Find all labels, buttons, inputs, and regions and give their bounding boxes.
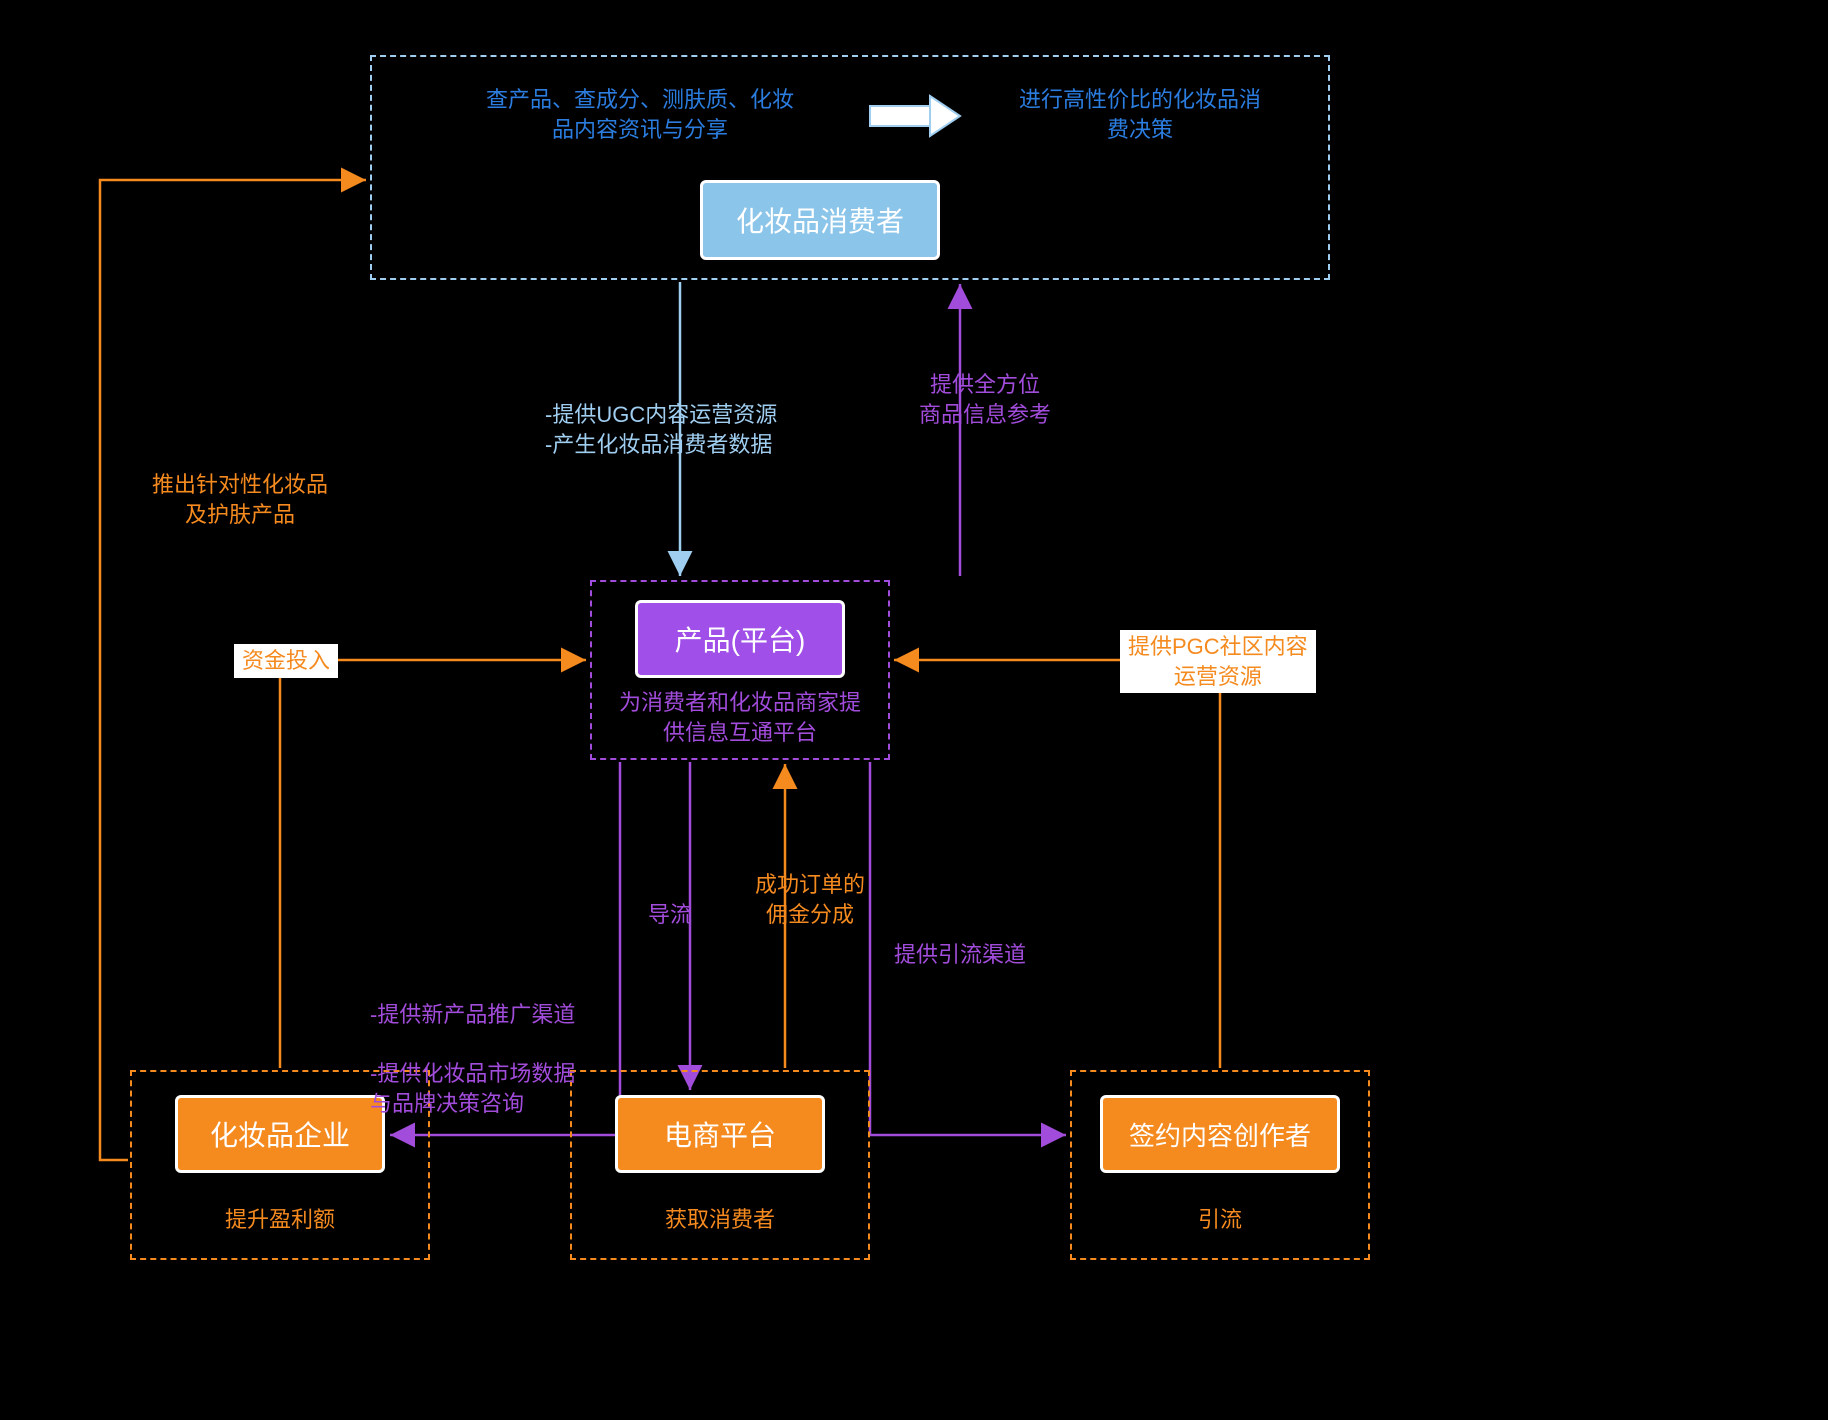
label-platform-to-enterprise: -提供新产品推广渠道 -提供化妆品市场数据 与品牌决策咨询 [370,1000,630,1119]
label-creator-to-platform: 提供PGC社区内容 运营资源 [1120,630,1316,693]
label-enterprise-to-consumer: 推出针对性化妆品 及护肤产品 [120,470,360,529]
consumer-node: 化妆品消费者 [700,180,940,260]
platform-node: 产品(平台) [635,600,845,678]
ecommerce-subtitle: 获取消费者 [570,1205,870,1235]
consumer-right-text: 进行高性价比的化妆品消 费决策 [980,85,1300,144]
creator-node-label: 签约内容创作者 [1129,1116,1311,1153]
creator-node: 签约内容创作者 [1100,1095,1340,1173]
enterprise-node-label: 化妆品企业 [210,1114,350,1154]
label-platform-to-ecommerce: 导流 [640,900,700,930]
label-consumer-to-platform: -提供UGC内容运营资源 -产生化妆品消费者数据 [545,400,845,459]
label-enterprise-to-platform: 资金投入 [234,644,338,678]
edge-creator-to-platform [894,660,1220,1068]
label-ecommerce-to-platform: 成功订单的 佣金分成 [740,870,880,929]
label-platform-to-creator: 提供引流渠道 [880,940,1040,970]
consumer-node-label: 化妆品消费者 [736,200,904,240]
enterprise-node: 化妆品企业 [175,1095,385,1173]
consumer-left-text: 查产品、查成分、测肤质、化妆 品内容资讯与分享 [440,85,840,144]
creator-subtitle: 引流 [1070,1205,1370,1235]
platform-node-label: 产品(平台) [675,619,806,659]
ecommerce-node: 电商平台 [615,1095,825,1173]
enterprise-subtitle: 提升盈利额 [130,1205,430,1235]
platform-subtitle: 为消费者和化妆品商家提 供信息互通平台 [590,688,890,747]
ecommerce-node-label: 电商平台 [664,1114,776,1154]
label-platform-to-consumer: 提供全方位 商品信息参考 [900,370,1070,429]
